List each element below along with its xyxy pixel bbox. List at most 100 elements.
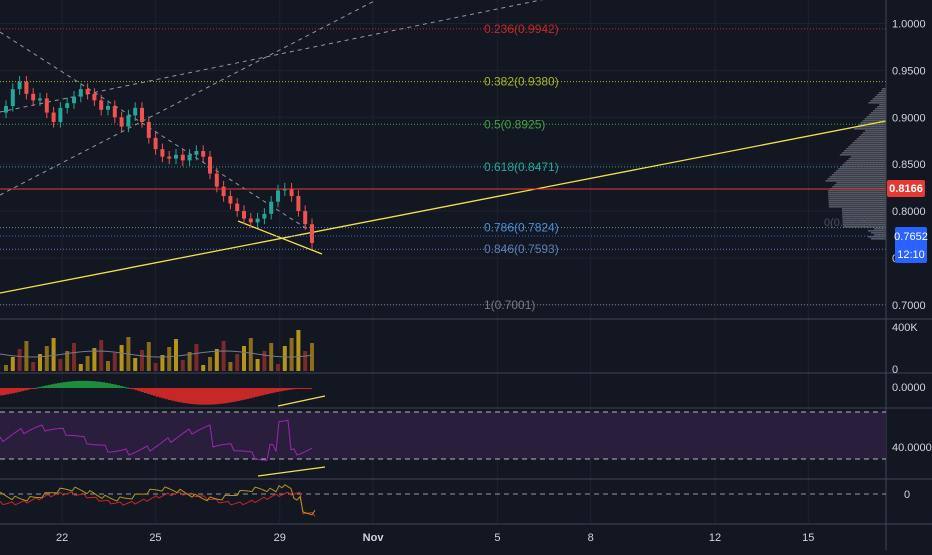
fib-level-label: 0.846(0.7593) — [484, 242, 559, 256]
macd-bar — [66, 381, 69, 388]
candle — [4, 106, 8, 113]
volume-profile-bar — [874, 234, 886, 236]
volume-profile-bar — [865, 130, 886, 132]
candle — [126, 115, 131, 127]
time-axis-tick: 12 — [709, 532, 721, 544]
volume-profile-bar — [862, 120, 886, 122]
macd-bar — [207, 388, 210, 405]
volume-profile-bar — [842, 226, 886, 228]
volume-profile-bar — [828, 204, 886, 206]
volume-profile-bar — [866, 116, 886, 118]
macd-bar — [9, 388, 12, 394]
volume-profile-bar — [834, 184, 886, 186]
macd-bar — [96, 381, 99, 388]
volume-profile-bar — [868, 230, 886, 232]
rsi-divergence-line[interactable] — [257, 466, 326, 477]
macd-bar — [174, 388, 177, 402]
candle — [174, 154, 178, 159]
candle — [119, 117, 124, 127]
macd-bar — [87, 380, 90, 388]
volume-profile-bar — [827, 178, 886, 180]
fib-level-label: 0.618(0.8471) — [484, 160, 559, 174]
macd-bar — [180, 388, 183, 403]
macd-bar — [303, 388, 306, 389]
trendlines[interactable] — [0, 0, 886, 294]
volume-profile-bar — [848, 146, 886, 148]
macd-bar — [102, 382, 105, 388]
time-axis-tick: 29 — [274, 532, 286, 544]
yellow-support-trendline[interactable] — [0, 120, 886, 294]
macd-bar — [300, 388, 303, 389]
volume-profile-bar — [864, 118, 886, 120]
volume-bar — [24, 341, 29, 371]
volume-bar — [119, 345, 124, 371]
volume-bar — [248, 338, 253, 371]
yellow-short-line[interactable] — [237, 220, 323, 255]
volume-profile-bar — [870, 112, 886, 114]
volume-profile-bar — [828, 192, 886, 194]
volume-profile-bar — [878, 92, 886, 94]
volume-bar — [106, 361, 110, 371]
macd-bar — [75, 381, 78, 388]
candle — [106, 106, 110, 110]
volume-axis-tick: 0 — [892, 364, 898, 376]
rsi-band — [0, 412, 886, 459]
candle — [296, 196, 301, 212]
macd-bar — [186, 388, 189, 404]
macd-bar — [294, 388, 297, 390]
volume-bar — [289, 338, 294, 371]
volume-profile-bar — [856, 126, 886, 128]
rsi-line — [0, 419, 313, 461]
oscillator-pane — [0, 484, 886, 517]
volume-profile-bar — [828, 206, 886, 208]
volume-profile-bar — [873, 110, 886, 112]
volume-bar — [269, 343, 274, 371]
macd-bar — [243, 388, 246, 400]
volume-bar — [255, 359, 260, 371]
macd-bar — [33, 388, 36, 389]
macd-bar — [129, 388, 132, 389]
fib-level-label: 0.5(0.8925) — [484, 117, 545, 131]
rsi-pane — [0, 411, 886, 461]
volume-profile-bar — [868, 102, 886, 104]
volume-bar — [133, 358, 138, 371]
macd-bar — [228, 388, 231, 403]
time-axis-tick: 15 — [802, 532, 814, 544]
volume-bar — [99, 340, 104, 371]
candle — [303, 211, 308, 225]
countdown: 12:10 — [897, 249, 925, 261]
dashed-trendline-3[interactable] — [0, 31, 313, 233]
volume-profile-bar — [836, 182, 886, 184]
price-axis[interactable]: 1.00000.95000.90000.85000.80000.75000.70… — [892, 18, 926, 311]
svg-text:0.8166: 0.8166 — [889, 183, 923, 195]
macd-bar — [36, 387, 39, 389]
volume-bar — [112, 353, 117, 371]
price-axis-tick: 0.9500 — [892, 65, 926, 77]
macd-bar — [18, 388, 21, 392]
hidden-fib-label: 0(0.7773) — [824, 217, 871, 229]
time-axis-tick: 8 — [588, 532, 594, 544]
macd-bar — [150, 388, 153, 395]
macd-bar — [261, 388, 264, 396]
volume-pane — [0, 330, 314, 371]
fibonacci-levels: 0.236(0.9942) 0.382(0.9380) 0.5(0.8925) 0.6… — [0, 22, 886, 312]
candle — [201, 151, 206, 157]
macd-divergence-line[interactable] — [277, 395, 326, 407]
current-price-badge: 0.8166 — [887, 180, 925, 197]
time-axis[interactable]: 22 25 29 Nov 5 8 12 15 — [56, 532, 814, 544]
price-axis-tick: 0.8500 — [892, 159, 926, 171]
macd-bar — [60, 382, 63, 388]
volume-profile-bar — [842, 224, 886, 226]
macd-bar — [99, 381, 102, 388]
volume-profile-bar — [871, 238, 886, 240]
macd-bar — [216, 388, 219, 405]
volume-profile-bar — [850, 144, 886, 146]
volume-profile-bar — [840, 166, 886, 168]
macd-bar — [291, 388, 294, 390]
candle — [194, 151, 199, 155]
macd-bar — [30, 388, 33, 389]
macd-bar — [120, 386, 123, 388]
macd-bar — [192, 388, 195, 405]
